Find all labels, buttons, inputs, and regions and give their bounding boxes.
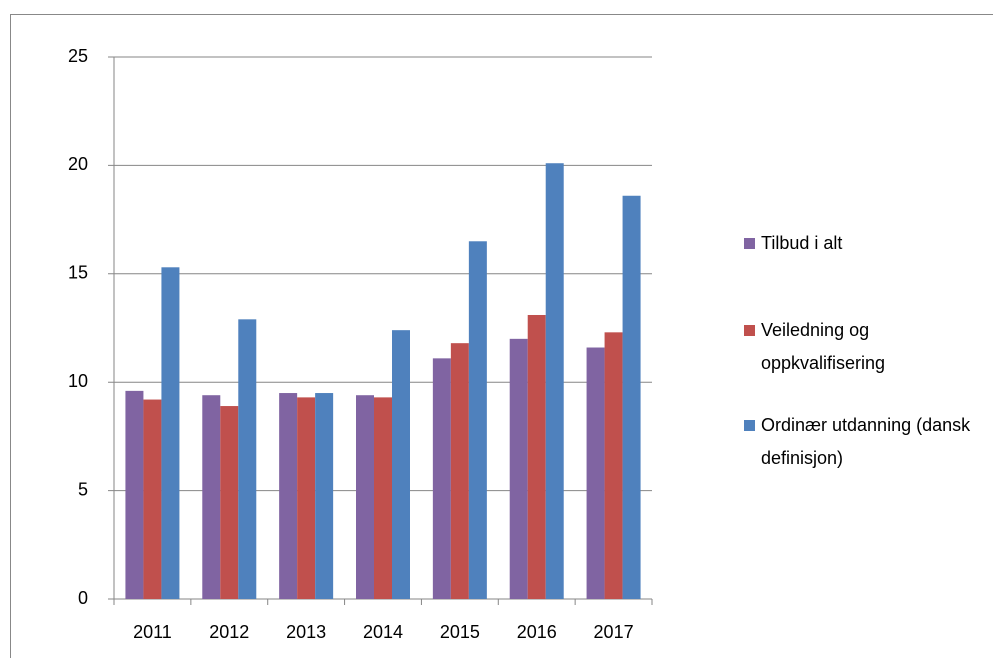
chart-border [10, 14, 993, 658]
bar [374, 397, 392, 599]
bar [622, 195, 641, 599]
legend-label: Veiledning og oppkvalifisering [761, 320, 886, 373]
legend-label: Tilbud i alt [761, 233, 843, 253]
legend-swatch [744, 325, 755, 336]
bar [297, 397, 316, 599]
bar [432, 358, 451, 599]
bar [392, 330, 410, 599]
x-tick-label: 2017 [594, 622, 634, 642]
y-tick-label: 0 [78, 588, 88, 608]
bar [604, 332, 623, 599]
bar [356, 395, 374, 599]
bar [509, 338, 528, 599]
bar [125, 390, 144, 599]
bar [279, 393, 298, 599]
bar [586, 347, 605, 599]
legend-label: Ordinær utdanning (dansk definisjon) [761, 415, 971, 468]
bar [238, 319, 257, 599]
x-tick-label: 2012 [209, 622, 249, 642]
x-tick-label: 2011 [133, 622, 172, 642]
x-tick-label: 2016 [517, 622, 557, 642]
bar [143, 399, 162, 599]
legend-item: Tilbud i alt [744, 227, 984, 260]
y-tick-label: 10 [68, 371, 88, 391]
bar [315, 393, 334, 599]
bar [161, 267, 180, 599]
x-tick-label: 2014 [363, 622, 403, 642]
y-tick-label: 25 [68, 46, 88, 66]
legend-item: Veiledning og oppkvalifisering [744, 314, 984, 380]
bar [220, 406, 239, 599]
y-tick-label: 20 [68, 154, 88, 174]
bar [450, 343, 469, 599]
bar [202, 395, 221, 599]
bar [468, 241, 487, 599]
bar [527, 314, 546, 599]
bar [545, 163, 564, 599]
y-tick-label: 15 [68, 263, 88, 283]
x-tick-label: 2013 [286, 622, 326, 642]
x-tick-label: 2015 [440, 622, 480, 642]
y-tick-label: 5 [78, 479, 88, 499]
legend-swatch [744, 420, 755, 431]
legend-swatch [744, 238, 755, 249]
legend-item: Ordinær utdanning (dansk definisjon) [744, 409, 984, 475]
